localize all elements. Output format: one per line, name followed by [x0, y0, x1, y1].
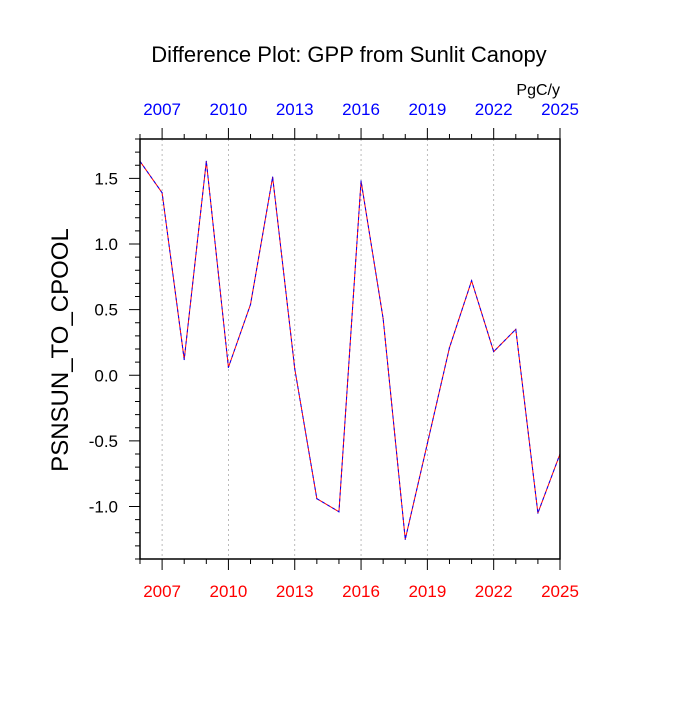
y-tick-label: 1.5 [94, 169, 118, 188]
data-point [404, 538, 406, 540]
data-point [493, 351, 495, 353]
x-tick-label-top: 2010 [210, 100, 248, 119]
data-point [382, 318, 384, 320]
y-tick-label: 0.5 [94, 301, 118, 320]
x-tick-label-top: 2025 [541, 100, 579, 119]
chart-title: Difference Plot: GPP from Sunlit Canopy [151, 42, 546, 67]
data-point [338, 511, 340, 513]
series-layer [139, 160, 561, 540]
series-line-dashed [139, 161, 561, 540]
data-point [183, 358, 185, 361]
units-label: PgC/y [516, 82, 560, 99]
x-tick-label-top: 2013 [276, 100, 314, 119]
y-tick-label: -1.0 [89, 498, 118, 517]
data-point [205, 160, 207, 162]
y-tick-label: -0.5 [89, 432, 118, 451]
x-tick-label-bottom: 2010 [210, 582, 248, 601]
data-point [360, 180, 362, 182]
x-tick-label-bottom: 2007 [143, 582, 181, 601]
grid-layer [161, 139, 495, 559]
data-point [426, 442, 428, 445]
data-point [316, 498, 318, 500]
y-axis-label: PSNSUN_TO_CPOOL [47, 228, 74, 472]
x-tick-label-bottom: 2025 [541, 582, 579, 601]
x-tick-label-bottom: 2016 [342, 582, 380, 601]
y-tick-label: 1.0 [94, 235, 118, 254]
data-point [161, 192, 163, 194]
x-tick-label-bottom: 2013 [276, 582, 314, 601]
data-point [249, 303, 252, 305]
x-tick-label-top: 2016 [342, 100, 380, 119]
x-tick-label-top: 2022 [475, 100, 513, 119]
data-point [227, 366, 230, 368]
x-tick-label-bottom: 2022 [475, 582, 513, 601]
data-point [272, 176, 274, 178]
x-tick-label-bottom: 2019 [408, 582, 446, 601]
y-tick-label: 0.0 [94, 366, 118, 385]
data-point [448, 347, 451, 349]
x-tick-label-top: 2007 [143, 100, 181, 119]
data-point [537, 512, 539, 514]
label-layer: 2007 2010 2013 2016 2019 2022 2025 2007 2010 2013… [89, 100, 579, 601]
data-point [515, 328, 517, 330]
x-tick-label-top: 2019 [408, 100, 446, 119]
data-point [294, 368, 296, 370]
data-point [470, 280, 473, 282]
tick-layer [129, 128, 561, 570]
